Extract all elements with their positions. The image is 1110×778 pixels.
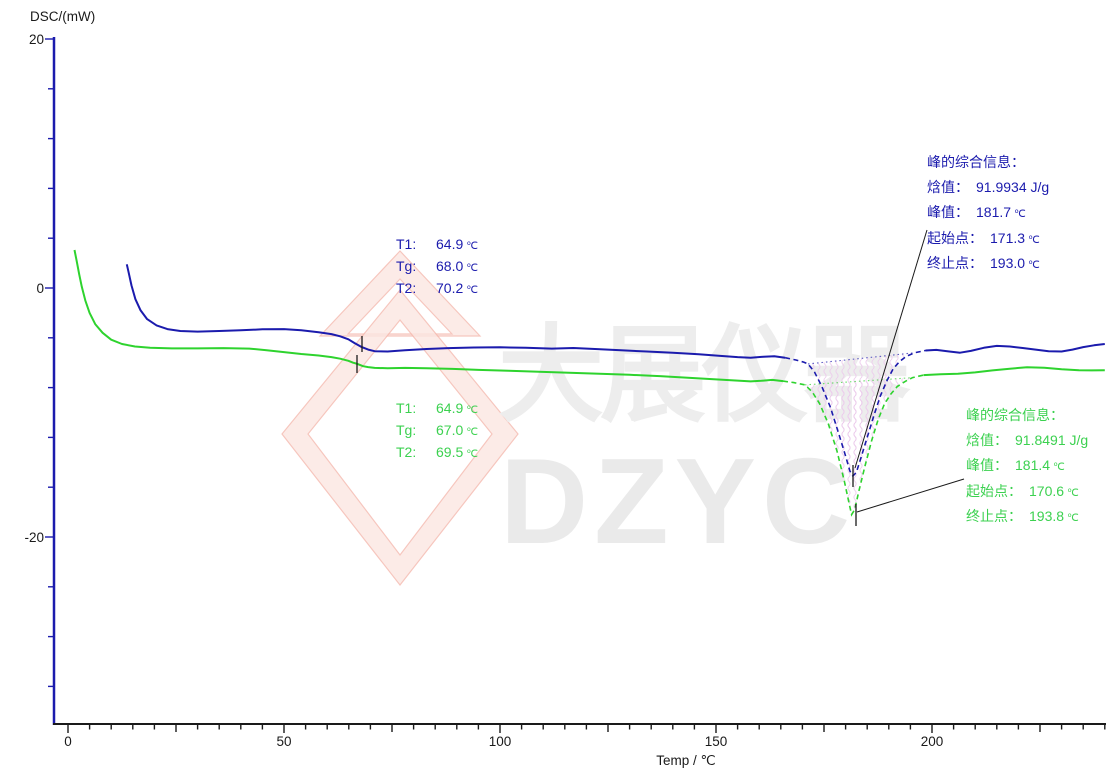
blue-endset-row: 终止点： 193.0 ℃ xyxy=(927,251,1049,276)
green-endset-label: 终止点： xyxy=(966,507,1022,524)
sample-blue-curve-post xyxy=(925,343,1105,354)
green-endset-row: 终止点： 193.8 ℃ xyxy=(966,504,1088,529)
green-t1-unit: ℃ xyxy=(466,404,479,416)
blue-t2-value: 70.2 xyxy=(436,279,464,296)
blue-peak-info: 峰的综合信息： 焓值： 91.9934 J/g 峰值： 181.7 ℃ 起始点： 171… xyxy=(927,150,1049,276)
green-tg-unit: ℃ xyxy=(466,425,479,438)
green-onset-value: 170.6 xyxy=(1029,482,1065,499)
blue-peak-leader-line xyxy=(854,229,928,469)
green-transition-annotation: T1: 64.9 ℃ Tg: 67.0 ℃ T2: 69.5 ℃ xyxy=(396,398,478,463)
blue-t2-label: T2: xyxy=(396,279,417,296)
blue-tg-row: Tg: 68.0 ℃ xyxy=(396,256,478,278)
blue-tg-unit: ℃ xyxy=(466,261,479,274)
green-tg-value: 67.0 xyxy=(436,421,464,438)
blue-enthalpy-value: 91.9934 J/g xyxy=(976,179,1050,196)
green-t1-label: T1: xyxy=(396,400,417,416)
y-tick-label: 20 xyxy=(29,32,44,47)
green-t2-unit: ℃ xyxy=(466,447,479,460)
sample-blue-curve xyxy=(125,264,786,359)
green-t2-row: T2: 69.5 ℃ xyxy=(396,442,478,464)
green-tg-row: Tg: 67.0 ℃ xyxy=(396,420,478,442)
x-tick-label: 100 xyxy=(489,734,512,749)
green-peakval-value: 181.4 xyxy=(1015,457,1051,474)
green-enthalpy-value: 91.8491 J/g xyxy=(1015,432,1089,449)
watermark-logo-diamond xyxy=(281,289,519,586)
sample-green-curve-peak-dashed xyxy=(782,374,924,517)
blue-tg-label: Tg: xyxy=(396,257,417,274)
green-peak-title: 峰的综合信息： xyxy=(966,407,1064,423)
green-onset-label: 起始点： xyxy=(966,482,1022,499)
blue-onset-value: 171.3 xyxy=(990,229,1026,246)
blue-t2-row: T2: 70.2 ℃ xyxy=(396,278,478,300)
green-endset-value: 193.8 xyxy=(1029,507,1065,524)
x-axis-title: Temp / ℃ xyxy=(656,753,716,768)
blue-enthalpy-label: 焓值： xyxy=(927,179,969,196)
x-tick-label: 150 xyxy=(705,734,728,749)
blue-endset-unit: ℃ xyxy=(1028,258,1040,271)
blue-onset-label: 起始点： xyxy=(927,229,983,246)
sample-green-curve-post xyxy=(923,366,1105,377)
blue-onset-unit: ℃ xyxy=(1028,233,1040,246)
watermark-logo-triangle xyxy=(318,250,482,337)
blue-peakval-unit: ℃ xyxy=(1014,208,1026,221)
green-tg-label: Tg: xyxy=(396,421,417,438)
blue-t1-value: 64.9 xyxy=(436,236,464,252)
blue-transition-annotation: T1: 64.9 ℃ Tg: 68.0 ℃ T2: 70.2 ℃ xyxy=(396,234,478,299)
x-tick-label: 50 xyxy=(276,734,291,749)
blue-t1-label: T1: xyxy=(396,236,417,252)
x-tick-label: 200 xyxy=(921,734,944,749)
blue-peakval-row: 峰值： 181.7 ℃ xyxy=(927,200,1049,225)
y-axis-title: DSC/(mW) xyxy=(30,9,96,24)
sample-blue-curve-peak-dashed xyxy=(784,349,926,478)
green-peakval-label: 峰值： xyxy=(966,457,1008,474)
blue-t1-unit: ℃ xyxy=(466,240,479,252)
blue-t1-row: T1: 64.9 ℃ xyxy=(396,234,478,256)
green-enthalpy-label: 焓值： xyxy=(966,432,1008,449)
green-enthalpy-row: 焓值： 91.8491 J/g xyxy=(966,428,1088,453)
blue-peakval-label: 峰值： xyxy=(927,204,969,221)
green-peakval-row: 峰值： 181.4 ℃ xyxy=(966,453,1088,478)
blue-endset-value: 193.0 xyxy=(990,254,1026,271)
green-t2-value: 69.5 xyxy=(436,443,464,460)
y-tick-label: 0 xyxy=(36,281,44,296)
green-endset-unit: ℃ xyxy=(1067,511,1079,524)
blue-peak-title: 峰的综合信息： xyxy=(927,154,1025,170)
y-tick-label: -20 xyxy=(24,530,44,545)
blue-onset-row: 起始点： 171.3 ℃ xyxy=(927,226,1049,251)
blue-peakval-value: 181.7 xyxy=(976,204,1012,221)
green-t2-label: T2: xyxy=(396,443,417,460)
green-onset-unit: ℃ xyxy=(1067,486,1079,499)
x-tick-label: 0 xyxy=(64,734,72,749)
watermark-en-text: DZYC xyxy=(500,433,856,569)
blue-t2-unit: ℃ xyxy=(466,283,479,296)
sample-green-curve xyxy=(73,249,784,383)
green-peakval-unit: ℃ xyxy=(1053,461,1065,474)
blue-tg-value: 68.0 xyxy=(436,257,464,274)
green-peak-info: 峰的综合信息： 焓值： 91.8491 J/g 峰值： 181.4 ℃ 起始点： 170… xyxy=(966,403,1088,529)
blue-enthalpy-row: 焓值： 91.9934 J/g xyxy=(927,175,1049,200)
green-peak-leader-line xyxy=(856,478,965,513)
green-t1-row: T1: 64.9 ℃ xyxy=(396,398,478,420)
green-t1-value: 64.9 xyxy=(436,400,464,416)
green-onset-row: 起始点： 170.6 ℃ xyxy=(966,479,1088,504)
blue-endset-label: 终止点： xyxy=(927,254,983,271)
